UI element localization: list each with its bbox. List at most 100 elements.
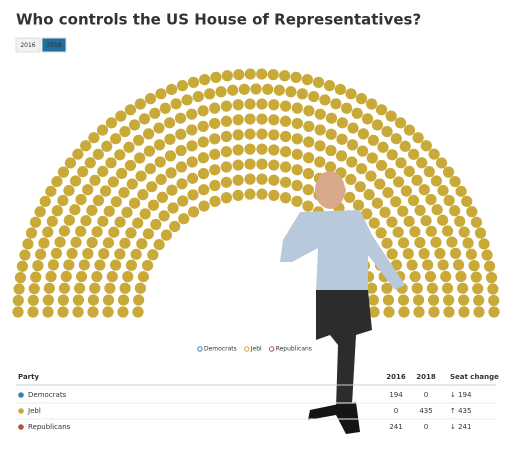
seat-dot [28, 283, 40, 295]
seat-dot [38, 237, 50, 249]
seat-dot [355, 93, 368, 105]
seat-dot [43, 282, 55, 294]
seat-dot [166, 184, 178, 196]
tab-button[interactable] [15, 37, 41, 53]
seat-dot [107, 176, 119, 188]
seat-dot [256, 173, 268, 185]
seat-dot [409, 226, 421, 238]
party-marker [18, 408, 24, 414]
seat-dot [346, 156, 358, 168]
seat-dot [386, 248, 398, 260]
table: Party 2016 2018 Seat change Democrats 194 0 ↓ 1… [16, 373, 499, 431]
seat-dot [365, 170, 377, 182]
seat-dot [132, 217, 144, 229]
seat-dot [116, 167, 128, 180]
seat-dot [244, 98, 256, 110]
seat-dot [176, 80, 189, 92]
seat-dot [374, 178, 386, 190]
seat-dot [473, 306, 485, 318]
seat-dot [280, 161, 292, 173]
seat-dot [22, 238, 34, 250]
seat-dot [357, 145, 369, 157]
seat-dot [244, 143, 256, 155]
seat-dot [395, 157, 407, 169]
seat-dot [238, 83, 250, 95]
seat-dot [437, 184, 449, 197]
seat-dot [169, 220, 181, 233]
seat-dot [153, 238, 165, 251]
seat-dot [186, 140, 198, 152]
tab-button[interactable] [41, 37, 67, 53]
seat-dot [72, 148, 84, 160]
person-shoes [308, 402, 360, 434]
seat-dot [397, 205, 409, 217]
seat-dot [123, 141, 135, 153]
seat-dot [64, 157, 77, 169]
seat-dot [244, 128, 256, 140]
seat-dot [385, 110, 397, 122]
seat-dot [403, 215, 415, 227]
seat-dot [232, 174, 244, 186]
table-header: Party [18, 373, 39, 381]
seat-dot [473, 294, 485, 306]
seat-dot [220, 161, 232, 173]
seat-dot [57, 294, 69, 306]
seat-dot [367, 294, 379, 306]
seat-dot [392, 226, 404, 238]
seat-dot [114, 248, 126, 260]
seat-dot [442, 166, 455, 178]
seat-dot [406, 259, 418, 271]
seat-dot [69, 204, 81, 216]
seat-dot [381, 282, 393, 294]
seat-dot [86, 236, 98, 249]
seat-dot [268, 174, 280, 186]
legend-marker [197, 346, 203, 352]
seat-dot [382, 187, 394, 199]
seat-dot [368, 217, 380, 229]
tab-label: 2016 [20, 42, 35, 49]
seat-dot [352, 199, 365, 211]
seat-dot [478, 238, 490, 250]
tab-label: 2018 [46, 42, 61, 49]
seat-dot [128, 119, 141, 131]
seat-dot [232, 99, 244, 111]
seat-dot [124, 159, 137, 172]
seat-dot [384, 167, 396, 180]
seat-dot [279, 192, 292, 204]
seat-dot [54, 236, 66, 248]
seat-dot [375, 227, 387, 239]
seat-dot [232, 144, 244, 156]
seat-dot [425, 193, 437, 206]
seat-dot [197, 136, 209, 148]
seat-dot [355, 163, 368, 175]
seat-dot [92, 194, 105, 207]
seat-dot [354, 181, 366, 193]
seat-dot [92, 148, 104, 160]
seat-dot [139, 208, 151, 220]
seat-dot [430, 236, 442, 248]
seat-dot [290, 71, 302, 83]
seat-dot [399, 140, 411, 152]
seat-dot [86, 204, 98, 216]
seat-dot [58, 225, 71, 237]
seat-dot [314, 124, 326, 136]
seat-dot [98, 248, 110, 260]
seat-dot [418, 184, 430, 196]
seat-count: 0 [424, 391, 428, 399]
seat-dot [134, 98, 146, 110]
seat-dot [466, 206, 478, 218]
seat-dot [78, 259, 90, 271]
seat-dot [80, 140, 92, 152]
seat-dot [357, 128, 370, 140]
seat-dot [431, 204, 443, 216]
legend-label: Republicans [276, 346, 312, 353]
seat-dot [72, 294, 84, 306]
seat-dot [232, 159, 244, 171]
seat-dot [268, 159, 280, 171]
seat-dot [344, 191, 356, 203]
seat-dot [291, 179, 303, 192]
seat-dot [166, 83, 178, 96]
seat-dot [46, 215, 58, 227]
